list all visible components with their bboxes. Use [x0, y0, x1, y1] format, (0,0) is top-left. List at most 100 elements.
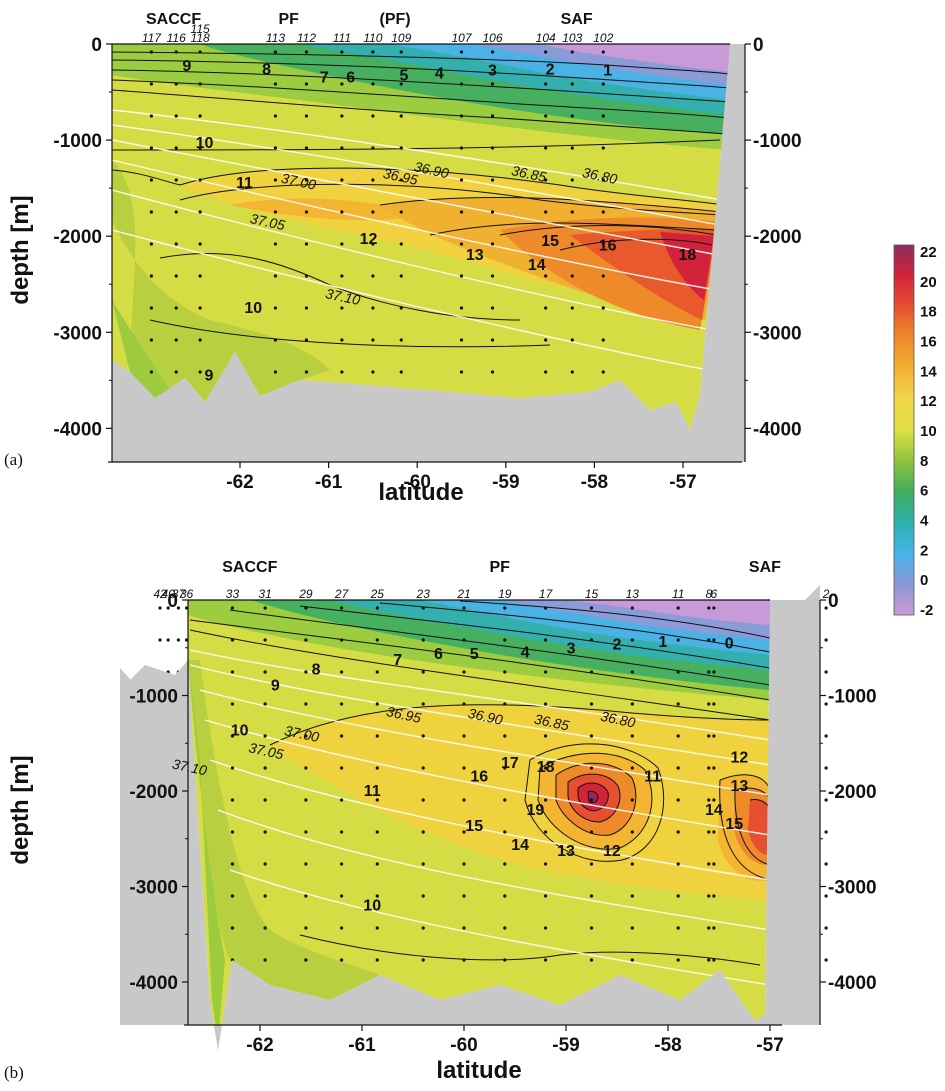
station-label: 42 [153, 587, 167, 601]
sample-dot [304, 734, 308, 738]
sample-dot [263, 638, 267, 642]
y-tick-label-left: 0 [167, 591, 178, 612]
sample-dot [149, 178, 153, 182]
colorbar-tick: 12 [920, 393, 937, 410]
sample-dot [273, 82, 278, 86]
sample-dot [198, 82, 202, 86]
temperature-contour-label: 9 [205, 367, 214, 384]
panel-a-bathymetry [112, 44, 745, 462]
sample-dot [149, 146, 153, 150]
sample-dot [375, 702, 379, 706]
sample-dot [176, 638, 180, 642]
sample-dot [375, 734, 379, 738]
sample-dot [371, 114, 375, 118]
sample-dot [340, 862, 344, 866]
temperature-contour-label: 7 [393, 652, 402, 669]
panel-a-station-samples [149, 50, 605, 374]
y-tick-label-right: -2000 [828, 782, 877, 803]
sample-dot [570, 242, 574, 246]
sample-dot [712, 862, 716, 866]
sample-dot [589, 894, 594, 898]
sample-dot [601, 242, 605, 246]
sample-dot [174, 114, 178, 118]
sample-dot [544, 242, 548, 246]
sample-dot [230, 734, 235, 738]
panel-b-temperature-field [188, 600, 770, 1050]
y-axis-label: depth [m] [7, 755, 34, 864]
sample-dot [570, 114, 574, 118]
y-tick-label-left: -1000 [129, 687, 178, 708]
sample-dot [824, 958, 828, 962]
temperature-contour-label: 4 [435, 66, 444, 83]
sample-dot [149, 50, 153, 54]
salinity-contour-label: 37.10 [324, 285, 362, 308]
sample-dot [824, 734, 828, 738]
sample-dot [459, 338, 464, 342]
temperature-contour-label: 16 [470, 768, 488, 785]
salinity-contour-label: 36.85 [533, 711, 571, 734]
sample-dot [399, 114, 403, 118]
sample-dot [544, 638, 548, 642]
sample-dot [304, 830, 308, 834]
sample-dot [630, 894, 634, 898]
sample-dot [399, 210, 403, 214]
sample-dot [676, 894, 680, 898]
station-label: 2 [822, 587, 830, 601]
sample-dot [503, 926, 507, 930]
sample-dot [340, 178, 344, 182]
sample-dot [340, 958, 344, 962]
sample-dot [490, 338, 495, 342]
temperature-contour-label: 2 [613, 637, 622, 654]
sample-dot [263, 734, 267, 738]
front-label: SACCF [222, 559, 277, 576]
sample-dot [340, 50, 344, 54]
colorbar-tick: 4 [920, 513, 929, 530]
sample-dot [230, 670, 235, 674]
sample-dot [824, 670, 828, 674]
sample-dot [712, 958, 716, 962]
sample-dot [630, 862, 634, 866]
sample-dot [676, 702, 680, 706]
station-label: 111 [333, 31, 351, 45]
colorbar-tick: 16 [920, 334, 937, 351]
temperature-contour-label: 5 [399, 68, 408, 85]
sample-dot [399, 274, 403, 278]
sample-dot [304, 798, 308, 802]
sample-dot [544, 862, 548, 866]
sample-dot [304, 82, 309, 86]
temperature-contour-label: 7 [320, 69, 329, 86]
sample-dot [712, 766, 716, 770]
y-tick-label-right: -1000 [828, 687, 877, 708]
front-label: (PF) [379, 11, 410, 28]
station-label: 37 [172, 587, 187, 601]
temperature-contour-label: 11 [236, 175, 253, 192]
sample-dot [375, 926, 379, 930]
sample-dot [601, 338, 605, 342]
temperature-contour-label: 12 [731, 749, 749, 766]
x-tick-label: -60 [403, 472, 430, 493]
temperature-contour-label: 15 [541, 233, 559, 250]
sample-dot [375, 862, 379, 866]
y-tick-label-left: -3000 [53, 323, 102, 344]
sample-dot [149, 114, 153, 118]
x-tick-label: -57 [669, 472, 696, 493]
sample-dot [707, 926, 711, 930]
sample-dot [544, 370, 548, 374]
station-label: 113 [266, 31, 285, 45]
salinity-contour-label: 36.95 [382, 165, 420, 188]
salinity-contour-label: 37.05 [249, 210, 287, 233]
salinity-contour-label: 37.05 [247, 739, 285, 762]
temperature-contour-label: 13 [466, 247, 484, 264]
sample-dot [263, 766, 267, 770]
sample-dot [399, 370, 403, 374]
colorbar-tick: -2 [920, 602, 933, 619]
temperature-contour-label: 13 [557, 843, 575, 860]
sample-dot [230, 766, 235, 770]
sample-dot [263, 926, 267, 930]
sample-dot [340, 670, 344, 674]
panel-a-axes: -62 -61 -60 -59 -58 -57 0 -1000 -2000 -3000 -4000 0… [7, 35, 802, 506]
sample-dot [149, 274, 153, 278]
temperature-contour-label: 10 [196, 135, 214, 152]
sample-dot [459, 242, 464, 246]
